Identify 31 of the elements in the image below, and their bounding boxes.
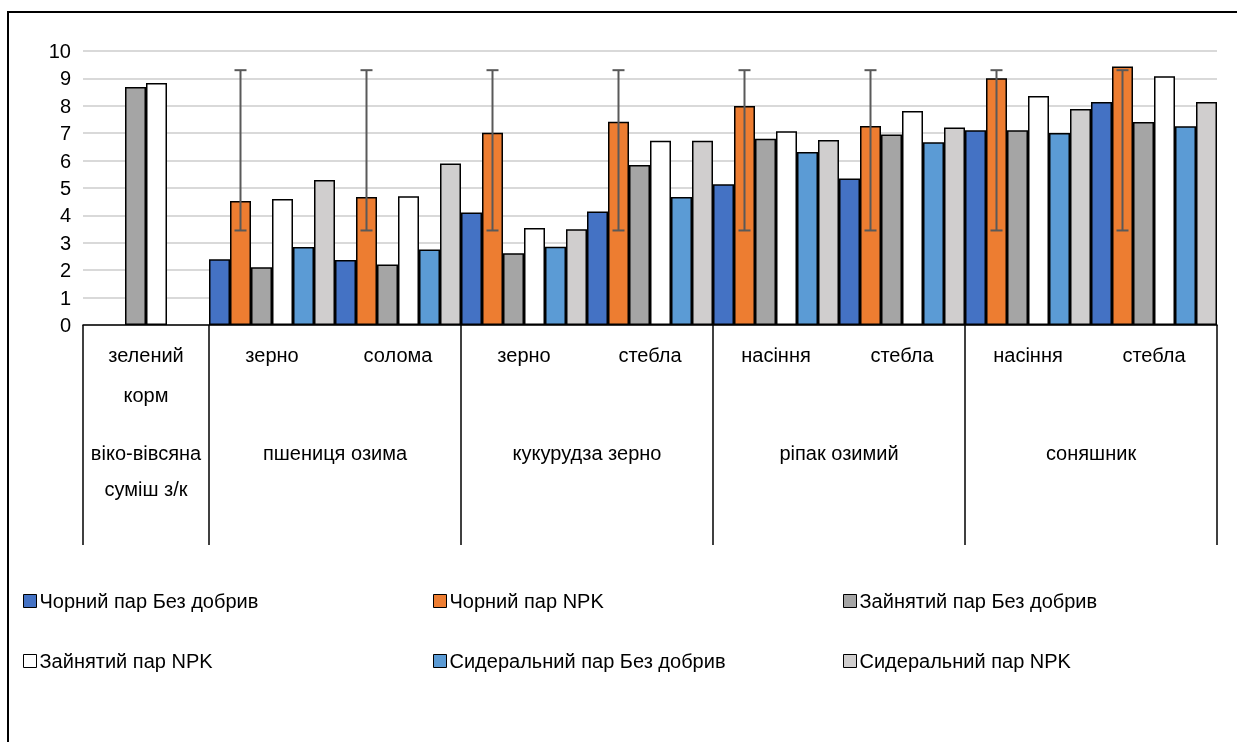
x-tick-label: зерно [497,344,551,366]
y-tick-label: 2 [59,259,71,282]
y-tick-label: 1 [59,286,71,309]
x-tick-label: солома [363,344,434,366]
x-tick-label: насіння [993,344,1063,366]
text: соняшник [1045,442,1137,464]
y-tick-label: 0 [59,314,71,336]
y-tick-label: 6 [59,149,71,172]
y-tick-label: 10 [48,40,71,62]
legend-label: Зайнятий пар Без добрив [859,590,1098,612]
y-tick-label: 4 [59,204,71,227]
legend-label: Сидеральний пар NPK [859,650,1072,672]
y-tick-label: 5 [59,177,71,199]
y-tick-label: 9 [59,67,71,90]
text: кукурудза зерно [512,442,662,464]
legend-label: Сидеральний пар Без добрив [449,650,726,672]
x-tick-label: зелений корм [108,344,184,406]
x-tick-label: зерно [245,344,299,366]
x-tick-label: стебла [618,344,683,366]
text: пшениця озима [262,442,408,464]
y-tick-label: 8 [59,94,71,117]
text: віко-вівсяна суміш з/к [90,442,203,500]
x-tick-label: стебла [870,344,935,366]
x-tick-label: стебла [1122,344,1187,366]
legend-label: Зайнятий пар NPK [39,650,214,672]
legend-label: Чорний пар NPK [449,590,605,612]
text: ріпак озимий [779,442,899,464]
y-tick-label: 3 [59,231,71,254]
y-tick-label: 7 [59,122,71,145]
legend-label: Чорний пар Без добрив [39,590,259,612]
x-tick-label: насіння [741,344,811,366]
